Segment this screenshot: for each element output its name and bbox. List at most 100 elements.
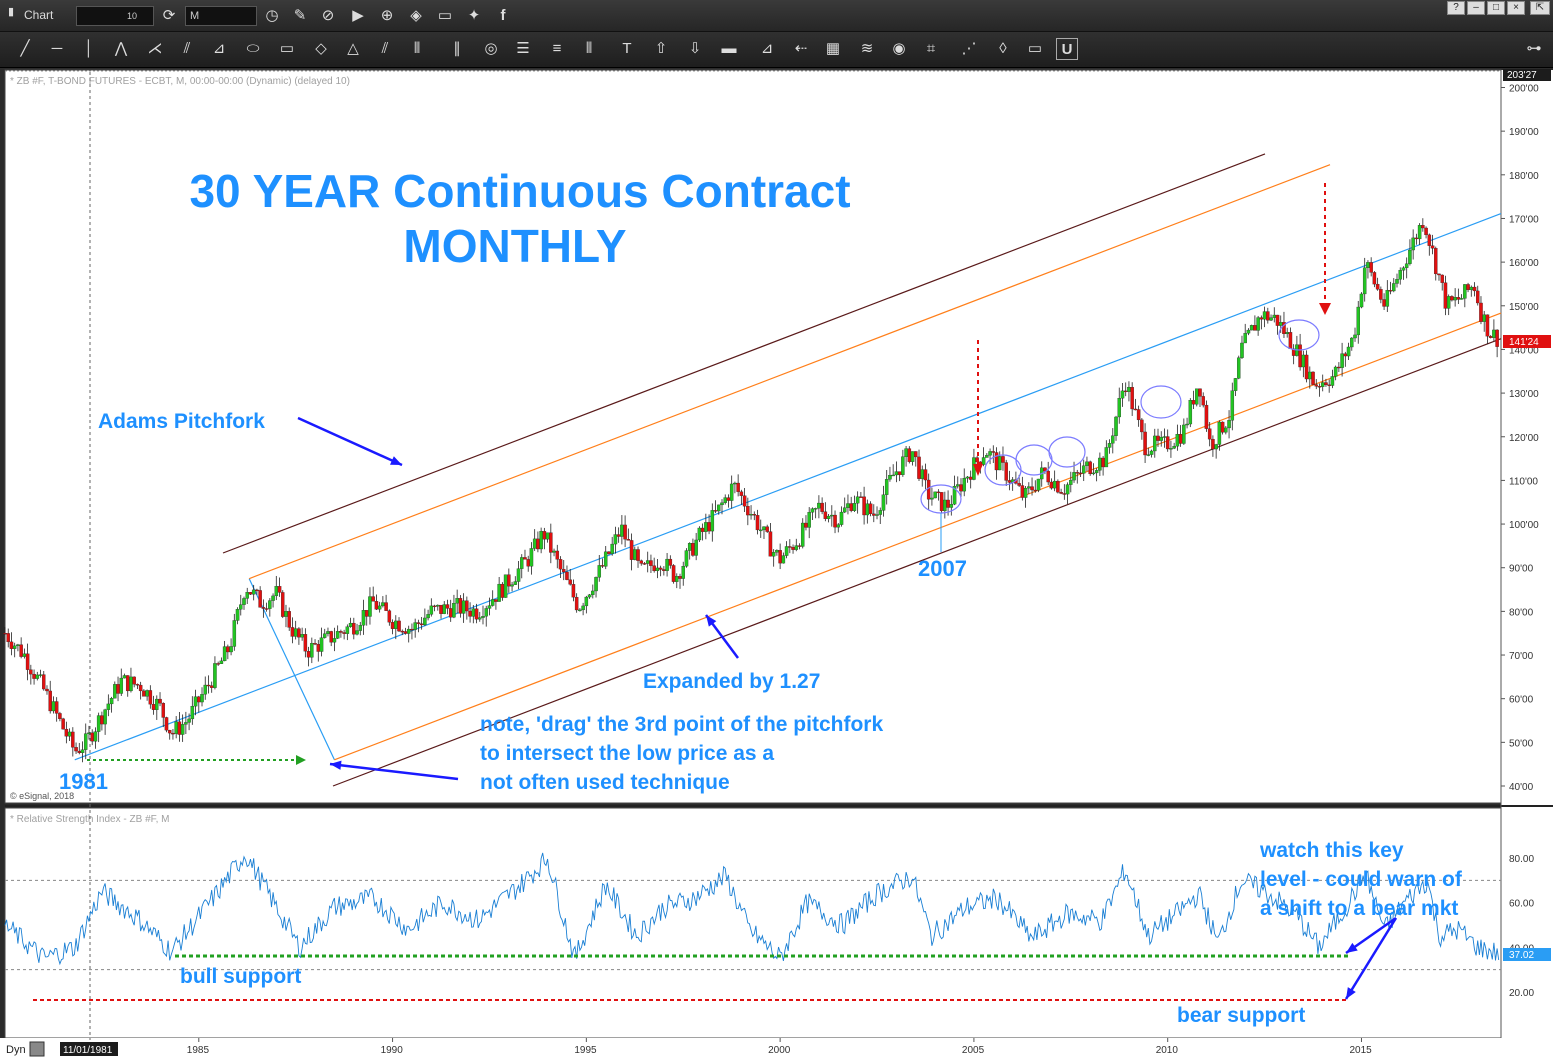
detach-button[interactable]: ⇱ — [1530, 1, 1550, 15]
draw-pencil-icon[interactable]: ✎ — [293, 7, 307, 24]
facebook-icon[interactable]: f — [500, 7, 506, 24]
tag-icon[interactable]: ◈ — [410, 7, 422, 24]
candle-up — [394, 620, 398, 629]
zigzag-icon[interactable]: ⋰ — [961, 40, 977, 57]
hlines-icon[interactable]: ≡ — [552, 40, 562, 57]
candle-down — [297, 628, 301, 638]
chat-icon[interactable]: ▭ — [437, 7, 453, 24]
vlines-icon[interactable]: ⦀ — [585, 40, 593, 57]
candle-up — [717, 504, 721, 512]
candle-up — [1104, 447, 1109, 468]
pti-icon[interactable]: ⌗ — [926, 40, 936, 57]
candle-down — [991, 451, 996, 453]
fibonacci-icon[interactable]: ⫽ — [183, 40, 191, 57]
candle-down — [303, 634, 308, 652]
close-button[interactable]: × — [1507, 1, 1525, 15]
text-tool-icon[interactable]: T — [622, 40, 632, 57]
arrow-down-icon[interactable]: ⇩ — [688, 40, 702, 57]
candle-down — [226, 646, 230, 653]
price-tick-label: 110'00 — [1509, 476, 1538, 487]
candle-up — [578, 609, 582, 612]
eye-icon[interactable]: ◉ — [892, 40, 906, 57]
candle-up — [884, 479, 889, 495]
candle-down — [1043, 467, 1047, 472]
bars-icon[interactable]: ⦀ — [413, 40, 421, 57]
candle-up — [361, 610, 366, 626]
horizontal-line-icon[interactable]: ─ — [51, 40, 63, 57]
candle-down — [1033, 489, 1038, 492]
vertical-line-icon[interactable]: │ — [84, 40, 94, 57]
ellipse-icon[interactable]: ⬭ — [246, 40, 260, 57]
help-button[interactable]: ? — [1447, 1, 1465, 15]
link-icon[interactable]: ⊘ — [321, 7, 335, 24]
low-circle-marker — [1140, 385, 1182, 419]
symbol-select[interactable]: M — [185, 6, 257, 26]
candle-up — [242, 598, 246, 605]
arrow-up-icon[interactable]: ⇧ — [654, 40, 668, 57]
rectangle-icon[interactable]: ▭ — [279, 40, 295, 57]
gann-icon[interactable]: ⊿ — [212, 40, 226, 57]
measure-icon[interactable]: ⊿ — [760, 40, 774, 57]
interval-input[interactable]: 10 — [76, 6, 154, 26]
eraser-icon[interactable]: ◇ — [315, 40, 327, 57]
candle-up — [93, 731, 98, 742]
rsi-tick-label: 20.00 — [1509, 988, 1534, 999]
price-panel — [4, 69, 1502, 804]
candle-down — [868, 503, 873, 514]
candle-up — [413, 622, 417, 630]
trend-tool-icon[interactable]: ⋀ — [114, 40, 128, 57]
candle-down — [700, 527, 705, 532]
magnet-icon[interactable]: U — [1056, 38, 1078, 60]
channel-icon[interactable]: ⫽ — [381, 40, 389, 57]
candle-down — [116, 684, 120, 694]
candle-down — [1201, 396, 1205, 406]
minimize-button[interactable]: – — [1467, 1, 1485, 15]
candle-up — [894, 471, 899, 476]
candle-up — [516, 568, 521, 582]
x-tick-label: 1985 — [187, 1045, 210, 1056]
candle-up — [620, 524, 624, 537]
circle-icon[interactable]: ◎ — [484, 40, 498, 57]
toolbar-options-icon[interactable]: ⊶ — [1526, 40, 1542, 57]
candle-down — [897, 471, 902, 475]
candle-up — [529, 548, 534, 567]
compass-icon[interactable]: ⊕ — [380, 7, 394, 24]
block-icon[interactable]: ▬ — [721, 40, 737, 57]
comment-icon[interactable]: ▭ — [1027, 40, 1043, 57]
triangle-icon[interactable]: △ — [347, 40, 359, 57]
green-arrow-head — [296, 755, 306, 765]
candle-up — [1285, 332, 1289, 335]
window-title: Chart — [24, 8, 54, 22]
candle-up — [1153, 435, 1157, 452]
fan-icon[interactable]: ⋌ — [147, 40, 163, 57]
parallel-icon[interactable]: ∥ — [453, 40, 461, 57]
rsi-tick-label: 80.00 — [1509, 854, 1534, 865]
candle-up — [103, 709, 107, 725]
clock-icon[interactable]: ◷ — [265, 7, 279, 24]
title-bar: ▮ Chart 10 ⟳ M ◷ ✎ ⊘ ▶ ⊕ ◈ ▭ ✦ f ? – □ ×… — [0, 0, 1553, 32]
candle-up — [1023, 487, 1028, 498]
pencil-icon[interactable]: ◊ — [999, 40, 1007, 57]
candle-down — [662, 569, 666, 571]
maximize-button[interactable]: □ — [1487, 1, 1505, 15]
candle-down — [465, 600, 469, 612]
candle-up — [67, 731, 72, 737]
candle-up — [1224, 427, 1228, 433]
twitter-icon[interactable]: ✦ — [467, 7, 481, 24]
refresh-icon[interactable]: ⟳ — [162, 7, 176, 24]
candle-down — [1495, 329, 1499, 347]
candle-up — [174, 721, 178, 734]
candle-down — [1437, 273, 1441, 276]
candle-down — [132, 676, 136, 685]
grid-icon[interactable]: ▦ — [825, 40, 841, 57]
play-icon[interactable]: ▶ — [352, 7, 364, 24]
candle-down — [946, 499, 950, 508]
candle-up — [16, 644, 20, 647]
y-axis-area — [1501, 70, 1553, 1038]
candle-up — [878, 510, 883, 515]
lines-icon[interactable]: ☰ — [516, 40, 530, 57]
back-arrow-icon[interactable]: ⇠ — [794, 40, 808, 57]
moe-icon[interactable]: ≋ — [860, 40, 874, 57]
line-tool-icon[interactable]: ╱ — [20, 40, 30, 57]
